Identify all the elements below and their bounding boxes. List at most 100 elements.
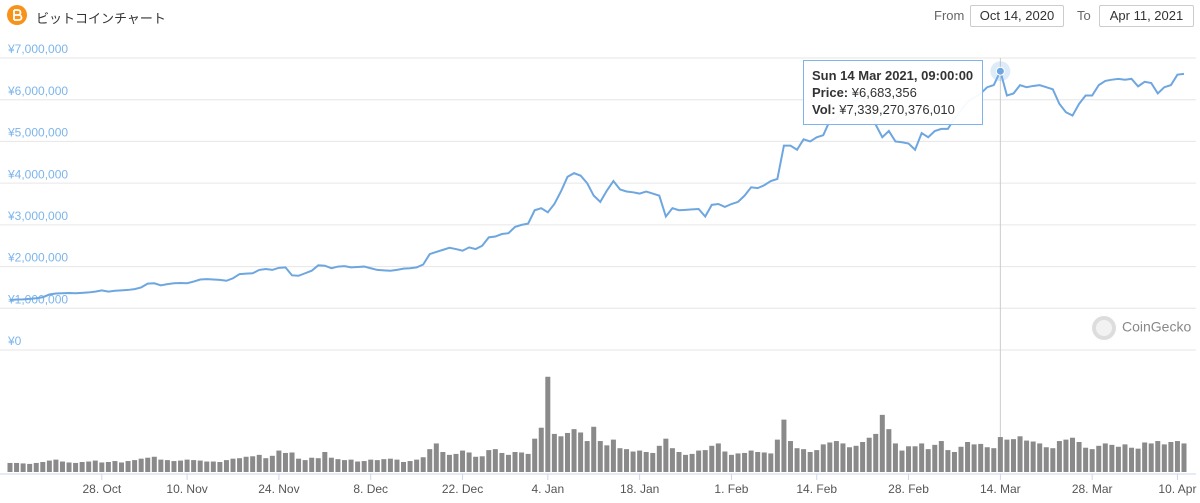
volume-bar [912,446,918,472]
y-tick-label: ¥6,000,000 [7,84,68,98]
volume-bar [742,452,748,472]
volume-bar [1056,441,1062,472]
x-tick-label: 28. Oct [82,482,121,496]
volume-bar [132,460,138,472]
volume-bar [414,459,420,472]
volume-bar [453,453,459,472]
x-tick-label: 4. Jan [531,482,564,496]
volume-bar [925,449,931,472]
volume-bar [715,443,721,472]
volume-bar [676,452,682,472]
volume-bar [1102,443,1108,472]
volume-bar [492,449,498,472]
y-tick-label: ¥0 [7,334,22,348]
volume-bar [578,432,584,472]
tooltip-label: Vol: [812,102,836,117]
volume-bar [368,459,374,472]
volume-bar [551,433,557,472]
volume-bar [296,458,302,472]
volume-bar [387,458,393,472]
volume-bar [519,452,525,472]
volume-bar [735,453,741,472]
volume-bar [505,454,511,472]
volume-bar [112,461,118,472]
volume-bar [302,460,308,472]
volume-bar [1161,444,1167,472]
volume-bar [1037,443,1043,472]
volume-bar [1083,447,1089,472]
hover-point [995,66,1005,76]
volume-bar [525,453,531,472]
volume-bar [1017,436,1023,472]
volume-bar [381,459,387,472]
volume-bar [866,437,872,472]
volume-bar [696,450,702,472]
volume-bar [315,458,321,472]
volume-bar [709,445,715,472]
volume-bar [420,457,426,472]
volume-bar [1148,443,1154,472]
volume-bar [466,452,472,472]
watermark: CoinGecko [1092,316,1191,340]
y-tick-label: ¥3,000,000 [7,209,68,223]
tooltip-row: Vol: ¥7,339,270,376,010 [812,101,974,118]
volume-bar [833,441,839,472]
volume-bar [250,456,256,472]
volume-bar [906,446,912,472]
volume-bar [624,449,630,472]
volume-bar [440,452,446,472]
y-tick-label: ¥1,000,000 [7,292,68,306]
volume-bar [538,427,544,472]
volume-bar [1030,441,1036,472]
volume-bar [650,452,656,472]
volume-bar [282,452,288,472]
volume-bar [571,429,577,472]
chart-title: ビットコインチャート [36,11,166,26]
volume-bar [643,452,649,472]
volume-bar [499,452,505,472]
tooltip-title: Sun 14 Mar 2021, 09:00:00 [812,68,974,83]
volume-bar [473,456,479,472]
volume-bar [1155,441,1161,472]
x-tick-label: 28. Mar [1072,482,1113,496]
volume-bar [269,455,275,472]
volume-bar [460,450,466,472]
volume-bar [79,462,85,472]
volume-bar [66,462,72,472]
volume-bar [978,443,984,472]
to-input[interactable]: Apr 11, 2021 [1099,5,1194,27]
tooltip-value: ¥6,683,356 [851,85,917,100]
volume-bar [532,438,538,472]
volume-bar [223,460,229,472]
volume-bar [105,462,111,472]
volume-bar [683,454,689,472]
volume-bar [1129,447,1135,472]
volume-bar [794,448,800,472]
volume-bar [965,442,971,472]
volume-bar [446,454,452,472]
from-input[interactable]: Oct 14, 2020 [970,5,1064,27]
volume-bar [873,433,879,472]
volume-bar [217,462,223,472]
volume-bar [768,453,774,472]
volume-bar [604,445,610,472]
volume-bar [427,449,433,472]
volume-bar [33,462,39,472]
volume-bar [807,452,813,472]
volume-bar [1070,437,1076,472]
volume-bar [656,445,662,472]
volume-bar [840,443,846,472]
volume-bar [7,462,13,472]
volume-bar [748,450,754,472]
x-tick-label: 8. Dec [353,482,388,496]
price-line [9,68,1185,301]
volume-bar [92,460,98,472]
volume-bar [348,459,354,472]
volume-bar [689,453,695,472]
volume-bar [138,458,144,472]
x-tick-label: 28. Feb [888,482,929,496]
volume-bar [204,461,210,472]
tooltip-value: ¥7,339,270,376,010 [839,102,955,117]
volume-bar [1135,448,1141,472]
volume-bar [151,456,157,472]
